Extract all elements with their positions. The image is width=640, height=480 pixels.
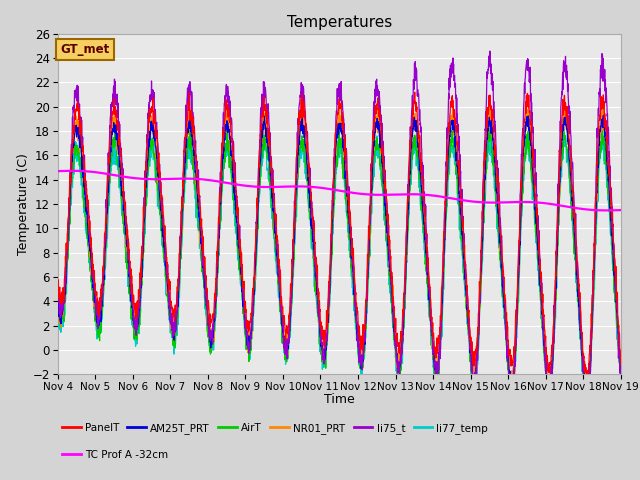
Y-axis label: Temperature (C): Temperature (C): [17, 153, 30, 255]
X-axis label: Time: Time: [324, 394, 355, 407]
Title: Temperatures: Temperatures: [287, 15, 392, 30]
Text: GT_met: GT_met: [61, 43, 110, 56]
Legend: TC Prof A -32cm: TC Prof A -32cm: [58, 446, 172, 464]
